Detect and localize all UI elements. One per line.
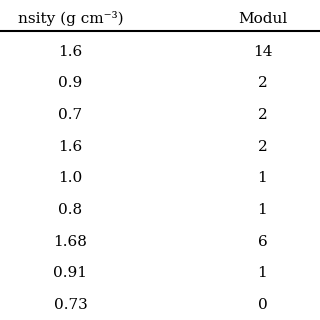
Text: nsity (g cm⁻³): nsity (g cm⁻³) [18, 11, 123, 26]
Text: 0: 0 [258, 298, 267, 312]
Text: 0.8: 0.8 [58, 203, 83, 217]
Text: 6: 6 [258, 235, 267, 249]
Text: 2: 2 [258, 140, 267, 154]
Text: 0.7: 0.7 [58, 108, 83, 122]
Text: 1.68: 1.68 [53, 235, 87, 249]
Text: 1: 1 [258, 267, 267, 280]
Text: 1: 1 [258, 172, 267, 185]
Text: 2: 2 [258, 76, 267, 90]
Text: 0.73: 0.73 [53, 298, 87, 312]
Text: 14: 14 [253, 45, 272, 59]
Text: 1.6: 1.6 [58, 140, 83, 154]
Text: 1.0: 1.0 [58, 172, 83, 185]
Text: 0.9: 0.9 [58, 76, 83, 90]
Text: 2: 2 [258, 108, 267, 122]
Text: 0.91: 0.91 [53, 267, 87, 280]
Text: 1: 1 [258, 203, 267, 217]
Text: Modul: Modul [238, 12, 287, 26]
Text: 1.6: 1.6 [58, 45, 83, 59]
